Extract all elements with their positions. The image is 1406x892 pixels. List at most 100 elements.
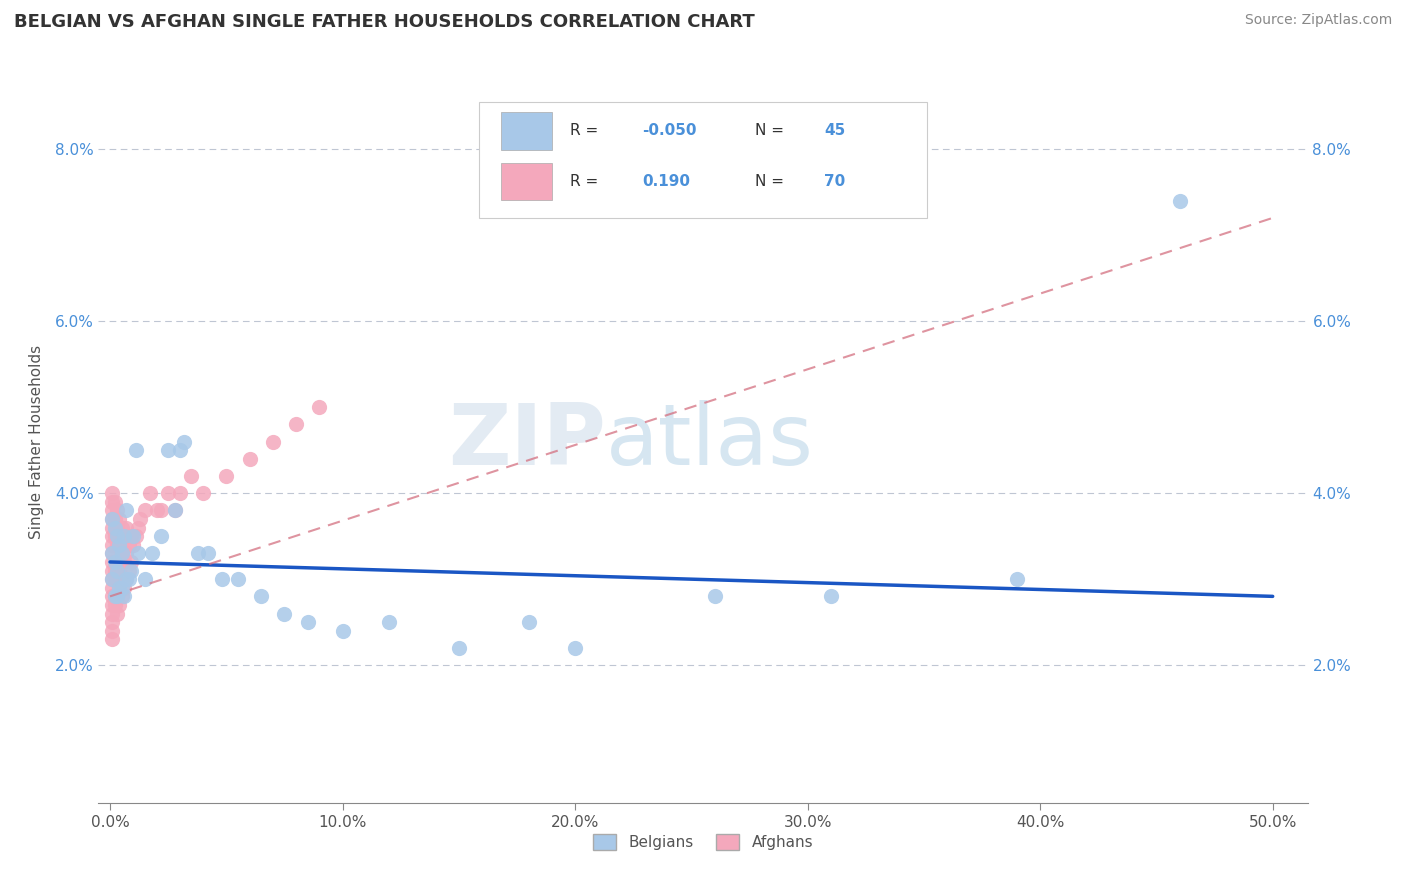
Point: [150, 529, 173, 543]
Point: [145, 503, 167, 517]
Point: [215, 469, 238, 483]
Text: R =: R =: [569, 123, 603, 138]
Point: [105, 520, 128, 534]
Point: [101, 538, 124, 552]
Point: [820, 590, 842, 604]
Point: [115, 520, 138, 534]
Point: [104, 529, 127, 543]
Point: [180, 469, 202, 483]
Text: BELGIAN VS AFGHAN SINGLE FATHER HOUSEHOLDS CORRELATION CHART: BELGIAN VS AFGHAN SINGLE FATHER HOUSEHOL…: [14, 13, 755, 31]
Point: [101, 572, 124, 586]
Text: Source: ZipAtlas.com: Source: ZipAtlas.com: [1244, 13, 1392, 28]
Point: [127, 546, 149, 560]
Point: [169, 486, 191, 500]
Point: [101, 607, 124, 621]
Text: -0.050: -0.050: [643, 123, 697, 138]
Legend: Belgians, Afghans: Belgians, Afghans: [586, 829, 820, 856]
Point: [105, 590, 128, 604]
Point: [101, 546, 124, 560]
Point: [112, 581, 135, 595]
Point: [564, 640, 586, 655]
Point: [105, 555, 128, 569]
Point: [101, 564, 124, 578]
Point: [108, 538, 131, 552]
Point: [118, 564, 141, 578]
Point: [197, 546, 219, 560]
Point: [105, 590, 128, 604]
Point: [127, 520, 149, 534]
Point: [108, 512, 131, 526]
Point: [104, 590, 127, 604]
Point: [120, 564, 142, 578]
Point: [297, 615, 319, 630]
Point: [112, 555, 135, 569]
Point: [101, 624, 124, 638]
Point: [239, 451, 262, 466]
Point: [101, 512, 124, 526]
Point: [112, 529, 135, 543]
Point: [141, 546, 163, 560]
Point: [115, 572, 138, 586]
Text: N =: N =: [755, 123, 789, 138]
Point: [120, 529, 142, 543]
Point: [703, 590, 725, 604]
Point: [124, 443, 146, 458]
Point: [308, 400, 330, 414]
FancyBboxPatch shape: [479, 102, 927, 218]
Point: [105, 607, 128, 621]
Point: [104, 564, 127, 578]
Point: [101, 512, 124, 526]
Point: [129, 512, 152, 526]
Point: [101, 590, 124, 604]
Point: [150, 503, 173, 517]
Point: [115, 503, 138, 517]
Point: [111, 546, 134, 560]
Point: [101, 520, 124, 534]
Point: [285, 417, 308, 432]
Point: [120, 555, 142, 569]
Point: [112, 590, 135, 604]
Point: [105, 503, 128, 517]
Point: [111, 520, 134, 534]
Point: [101, 632, 124, 647]
Point: [101, 572, 124, 586]
Point: [105, 538, 128, 552]
Point: [111, 581, 134, 595]
Point: [101, 529, 124, 543]
Point: [101, 486, 124, 500]
Point: [165, 503, 187, 517]
Point: [157, 443, 180, 458]
Point: [115, 572, 138, 586]
Point: [173, 434, 195, 449]
Point: [226, 572, 249, 586]
Point: [273, 607, 295, 621]
Point: [108, 564, 131, 578]
Point: [101, 615, 124, 630]
Point: [124, 529, 146, 543]
Point: [101, 598, 124, 612]
Point: [108, 581, 131, 595]
Point: [108, 538, 131, 552]
Text: N =: N =: [755, 174, 789, 189]
Point: [122, 538, 145, 552]
Point: [118, 538, 141, 552]
Text: atlas: atlas: [606, 400, 814, 483]
Point: [105, 529, 128, 543]
Point: [134, 572, 156, 586]
Point: [211, 572, 233, 586]
Point: [165, 503, 187, 517]
Point: [104, 572, 127, 586]
Point: [104, 555, 127, 569]
Point: [115, 546, 138, 560]
Point: [1168, 194, 1191, 208]
Point: [101, 546, 124, 560]
Point: [108, 598, 131, 612]
Point: [111, 590, 134, 604]
Point: [105, 564, 128, 578]
Point: [517, 615, 540, 630]
Point: [1005, 572, 1028, 586]
Point: [138, 486, 160, 500]
Text: 0.190: 0.190: [643, 174, 690, 189]
Point: [191, 486, 214, 500]
Point: [111, 546, 134, 560]
